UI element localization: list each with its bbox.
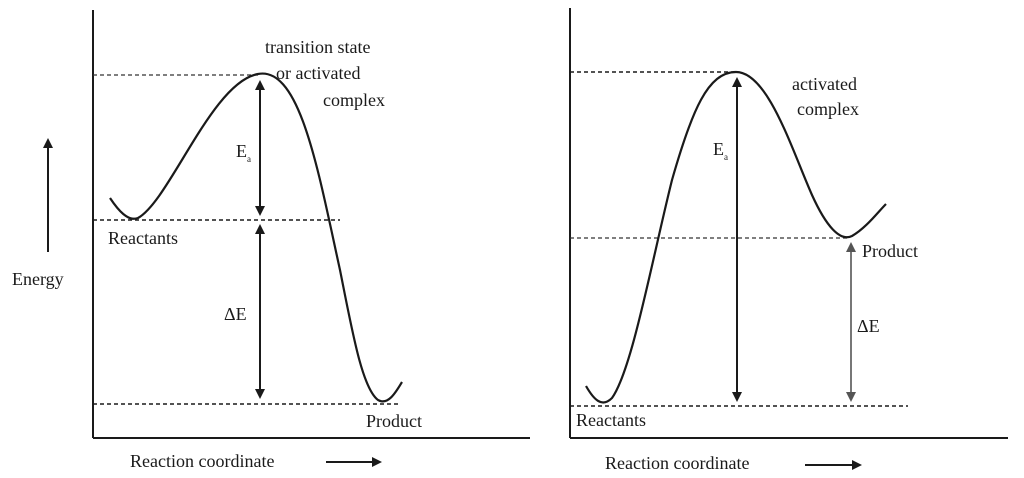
- right-x-axis-label: Reaction coordinate: [605, 453, 749, 473]
- right-delta-e-label: ΔE: [857, 316, 880, 336]
- right-product-label: Product: [862, 241, 918, 261]
- energy-axis-label: Energy: [12, 269, 64, 289]
- left-reactants-label: Reactants: [108, 228, 178, 248]
- right-reactants-label: Reactants: [576, 410, 646, 430]
- right-ea-label: Ea: [713, 139, 728, 162]
- right-energy-diagram: Ea ΔE activated complex Reactants Produc…: [569, 8, 1008, 473]
- left-energy-curve: [109, 72, 403, 403]
- left-peak-label-line3: complex: [323, 90, 385, 110]
- left-ea-label: Ea: [236, 141, 251, 164]
- right-energy-curve: [585, 70, 887, 404]
- right-peak-label-line2: complex: [797, 99, 859, 119]
- left-energy-diagram: Energy Ea ΔE transition state or activat…: [12, 10, 530, 471]
- left-peak-label-line2: or activated: [276, 63, 360, 83]
- left-peak-label-line1: transition state: [265, 37, 370, 57]
- left-product-label: Product: [366, 411, 422, 431]
- left-delta-e-label: ΔE: [224, 304, 247, 324]
- right-peak-label-line1: activated: [792, 74, 857, 94]
- left-x-axis-label: Reaction coordinate: [130, 451, 274, 471]
